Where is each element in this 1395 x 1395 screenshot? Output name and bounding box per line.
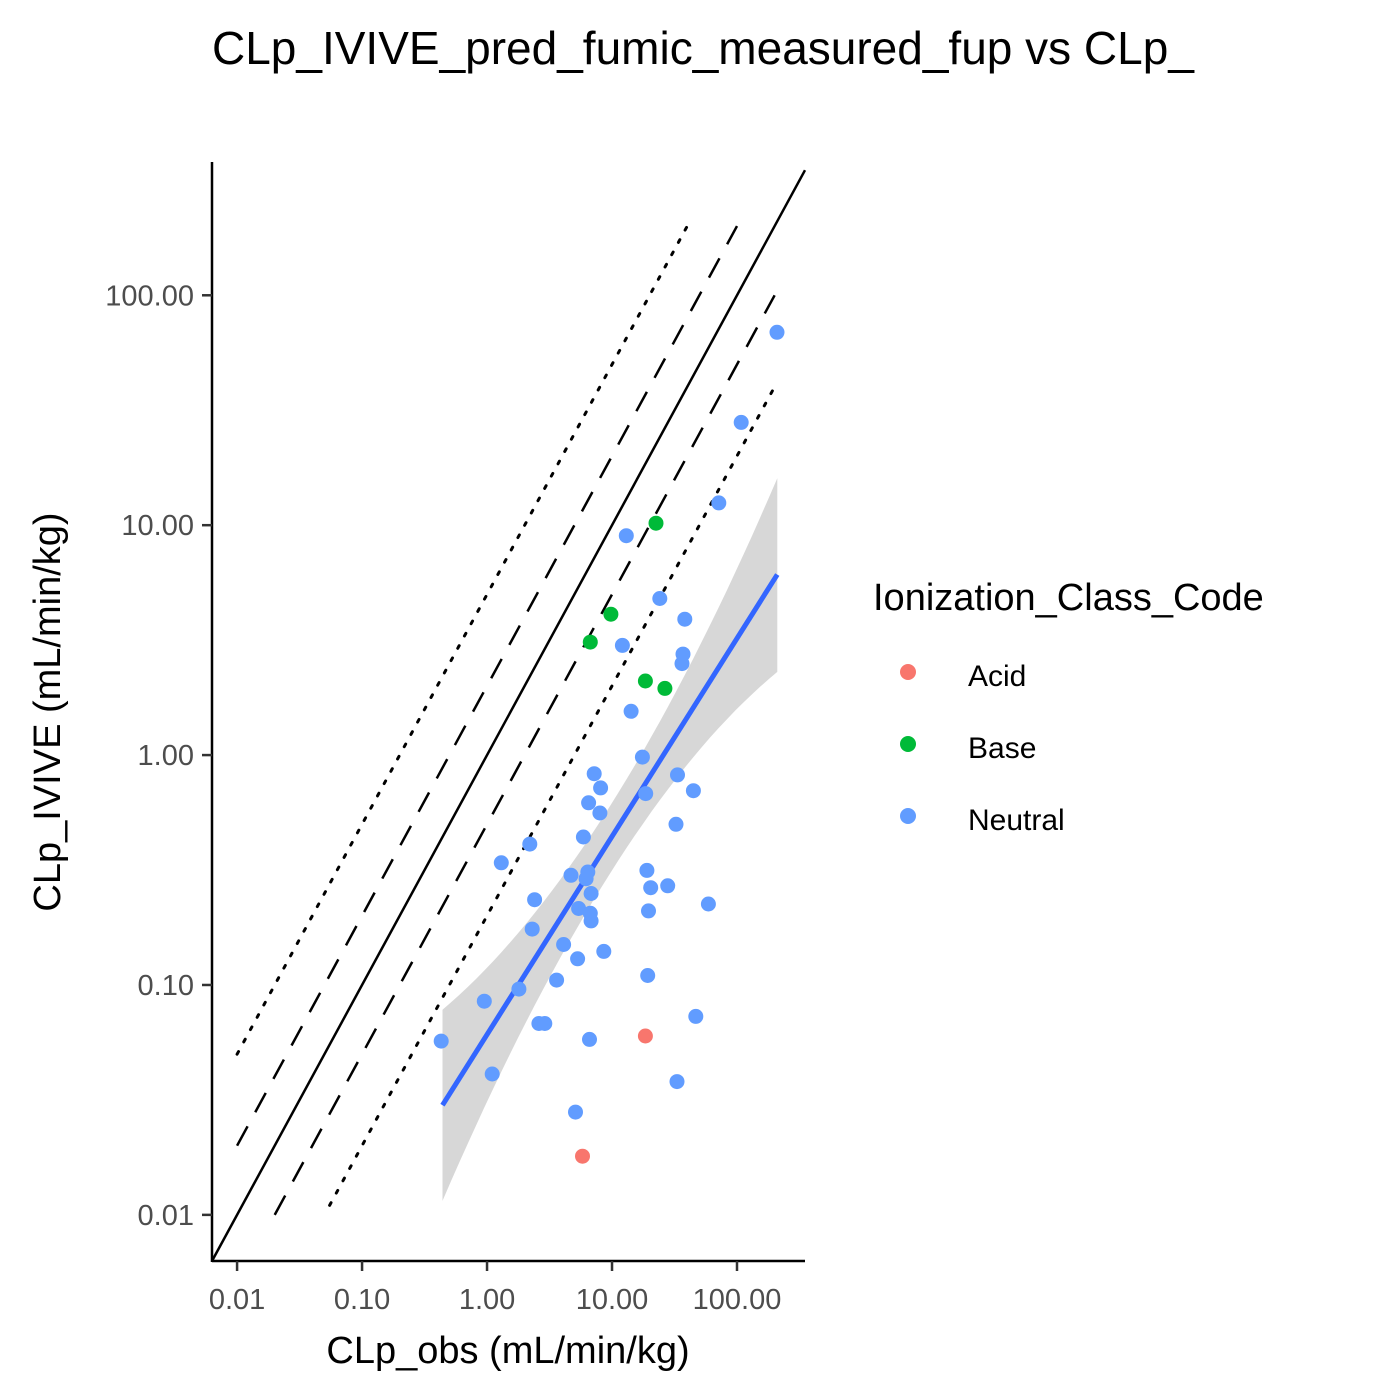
data-point	[668, 816, 684, 832]
data-point	[596, 943, 612, 959]
x-tick-label: 10.00	[576, 1284, 649, 1316]
reference-line-dashed-2	[273, 294, 776, 1216]
reference-line-solid-0	[210, 169, 807, 1262]
x-tick-label: 0.01	[209, 1284, 265, 1316]
data-point	[648, 515, 664, 531]
y-tick-label: 0.01	[138, 1200, 194, 1232]
data-point	[640, 968, 656, 983]
data-point	[711, 495, 727, 511]
data-point	[511, 981, 527, 997]
data-point	[733, 414, 749, 430]
legend-key-base	[900, 736, 916, 752]
data-point	[700, 896, 716, 912]
data-point	[675, 646, 691, 662]
chart-title: CLp_IVIVE_pred_fumic_measured_fup vs CLp…	[212, 22, 1195, 74]
data-point	[603, 606, 619, 622]
series-base	[582, 515, 673, 696]
y-tick-label: 10.00	[121, 510, 194, 542]
data-point	[575, 829, 591, 845]
data-point	[484, 1066, 500, 1082]
data-point	[614, 637, 630, 653]
data-point	[582, 1031, 597, 1047]
data-point	[641, 903, 656, 919]
y-axis-ticks: 0.01 0.10 1.00 10.00 100.00	[105, 280, 212, 1232]
data-point	[549, 972, 565, 988]
data-point	[643, 880, 659, 896]
data-point	[592, 805, 608, 821]
series-acid	[575, 1028, 653, 1164]
data-point	[769, 324, 785, 340]
y-tick-label: 1.00	[138, 740, 194, 772]
reference-line-dotted-3	[235, 224, 689, 1056]
data-point	[637, 1028, 653, 1044]
y-axis-title: CLp_IVIVE (mL/min/kg)	[27, 512, 69, 911]
data-point	[670, 767, 685, 783]
data-point	[593, 780, 609, 796]
data-point	[657, 680, 673, 696]
data-point	[581, 795, 597, 811]
data-point	[618, 528, 634, 544]
data-point	[660, 878, 676, 894]
y-tick-label: 0.10	[138, 970, 194, 1002]
legend: Ionization_Class_Code Acid Base Neutral	[873, 577, 1264, 837]
data-point	[583, 913, 599, 929]
trend-line	[440, 573, 780, 1107]
data-point	[527, 892, 543, 908]
data-point	[568, 1104, 583, 1120]
data-point	[575, 1148, 590, 1164]
x-axis-ticks: 0.01 0.10 1.00 10.00 100.00	[209, 1261, 782, 1316]
legend-title: Ionization_Class_Code	[873, 577, 1264, 619]
data-point	[522, 836, 538, 852]
x-axis-title: CLp_obs (mL/min/kg)	[326, 1330, 689, 1372]
data-point	[580, 864, 596, 880]
data-point	[688, 1008, 704, 1024]
data-point	[476, 993, 492, 1009]
legend-label-acid: Acid	[968, 660, 1026, 693]
x-tick-label: 100.00	[693, 1284, 782, 1316]
legend-key-neutral	[900, 808, 916, 824]
data-point	[493, 855, 509, 871]
data-point	[634, 749, 650, 765]
data-point	[582, 634, 598, 650]
data-point	[637, 673, 653, 689]
y-tick-label: 100.00	[105, 280, 194, 312]
data-point	[570, 951, 586, 967]
data-point	[677, 611, 693, 627]
data-point	[685, 783, 701, 799]
legend-key-acid	[900, 664, 916, 680]
data-point	[583, 886, 599, 901]
data-point	[524, 921, 540, 937]
data-point	[669, 1074, 685, 1090]
legend-item-acid: Acid	[900, 660, 1026, 693]
data-point	[639, 862, 655, 878]
data-point	[571, 901, 587, 916]
data-point	[652, 591, 668, 606]
data-point	[623, 703, 639, 719]
x-tick-label: 0.10	[334, 1284, 390, 1316]
data-point	[556, 937, 572, 952]
legend-item-base: Base	[900, 732, 1036, 765]
legend-label-base: Base	[968, 732, 1036, 765]
x-tick-label: 1.00	[459, 1284, 515, 1316]
reference-line-dotted-4	[328, 385, 777, 1207]
series-neutral	[433, 324, 785, 1120]
legend-label-neutral: Neutral	[968, 804, 1065, 837]
data-point	[537, 1016, 553, 1031]
data-point	[433, 1033, 449, 1049]
data-point	[638, 786, 654, 802]
legend-item-neutral: Neutral	[900, 804, 1065, 837]
data-point	[563, 867, 579, 883]
plot-area	[210, 169, 807, 1262]
data-point	[586, 766, 602, 782]
